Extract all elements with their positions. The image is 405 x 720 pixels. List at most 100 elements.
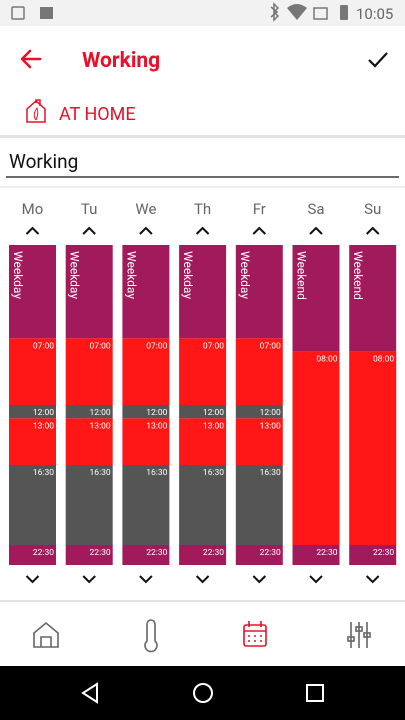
time-label: 16:30 [146, 468, 167, 478]
status-icons [11, 2, 348, 22]
system-back[interactable] [81, 682, 98, 704]
time-label: 13:00 [203, 421, 224, 431]
schedule-segment[interactable] [349, 351, 397, 545]
schedule-segment[interactable] [235, 338, 283, 405]
time-label: 16:30 [260, 468, 281, 478]
schedule-segment[interactable] [122, 405, 170, 419]
schedule-segment[interactable] [65, 545, 113, 565]
schedule-segment[interactable] [65, 465, 113, 545]
page-title: Working [82, 49, 160, 73]
scroll-down[interactable] [252, 575, 267, 584]
time-label: 13:00 [260, 421, 281, 431]
schedule-segment[interactable] [292, 545, 340, 565]
schedule-grid: Mo 07:00 12:00 13:00 16:30 22:30 Weekday Tu 07:0… [9, 200, 397, 584]
back-button[interactable] [20, 49, 42, 69]
scroll-down[interactable] [82, 575, 96, 584]
scroll-up[interactable] [365, 226, 380, 235]
day-label: Tu [81, 200, 98, 218]
time-label: 16:30 [90, 468, 111, 478]
day-label: Sa [307, 200, 324, 218]
schedule-segment[interactable] [349, 245, 397, 352]
day-type-label: Weekday [181, 251, 195, 299]
nav-schedule[interactable] [243, 621, 267, 647]
schedule-segment[interactable] [122, 545, 170, 565]
time-label: 12:00 [33, 408, 54, 418]
schedule-segment[interactable] [292, 351, 340, 545]
mode-selector[interactable]: AT HOME [26, 99, 136, 125]
status-bar [0, 0, 405, 26]
schedule-segment[interactable] [9, 405, 56, 419]
time-label: 12:00 [146, 408, 167, 418]
day-type-label: Weekday [11, 251, 25, 299]
confirm-button[interactable] [368, 52, 388, 68]
system-recents[interactable] [306, 684, 324, 702]
schedule-segment[interactable] [122, 245, 170, 339]
schedule-segment[interactable] [65, 418, 113, 465]
schedule-segment[interactable] [65, 405, 113, 419]
time-label: 13:00 [33, 421, 54, 431]
day-type-label: Weekday [68, 251, 82, 299]
day-type-label: Weekend [295, 251, 309, 300]
time-label: 08:00 [373, 355, 394, 365]
scroll-down[interactable] [195, 575, 210, 584]
schedule-segment[interactable] [9, 545, 56, 565]
scroll-up[interactable] [195, 226, 210, 235]
scroll-down[interactable] [25, 575, 40, 584]
schedule-segment[interactable] [235, 245, 283, 339]
schedule-segment[interactable] [9, 338, 56, 405]
schedule-segment[interactable] [292, 245, 340, 352]
schedule-segment[interactable] [179, 245, 227, 339]
day-type-label: Weekday [124, 251, 138, 299]
schedule-segment[interactable] [122, 465, 170, 545]
scroll-up[interactable] [252, 226, 267, 235]
time-label: 16:30 [33, 468, 54, 478]
mode-label: AT HOME [59, 104, 136, 125]
scroll-up[interactable] [82, 226, 96, 235]
schedule-segment[interactable] [179, 465, 227, 545]
nav-home[interactable] [33, 621, 59, 648]
schedule-segment[interactable] [65, 338, 113, 405]
schedule-segment[interactable] [235, 418, 283, 465]
schedule-segment[interactable] [179, 338, 227, 405]
schedule-segment[interactable] [122, 418, 170, 465]
schedule-segment[interactable] [179, 405, 227, 419]
nav-temperature[interactable] [144, 619, 158, 653]
time-label: 13:00 [146, 421, 167, 431]
day-label: We [135, 200, 156, 218]
time-label: 22:30 [373, 548, 394, 558]
schedule-name-input[interactable]: Working [9, 150, 78, 173]
time-label: 22:30 [33, 548, 54, 558]
day-type-label: Weekend [351, 251, 365, 300]
time-label: 22:30 [90, 548, 111, 558]
schedule-segment[interactable] [9, 465, 56, 545]
schedule-segment[interactable] [179, 418, 227, 465]
schedule-segment[interactable] [235, 545, 283, 565]
scroll-down[interactable] [139, 575, 153, 584]
time-label: 22:30 [260, 548, 281, 558]
scroll-down[interactable] [365, 575, 380, 584]
time-label: 07:00 [146, 341, 167, 351]
scroll-down[interactable] [309, 575, 323, 584]
day-label: Th [194, 200, 211, 218]
nav-settings[interactable] [347, 622, 371, 648]
schedule-segment[interactable] [9, 418, 56, 465]
time-label: 07:00 [260, 341, 281, 351]
schedule-segment[interactable] [65, 245, 113, 339]
schedule-segment[interactable] [9, 245, 56, 339]
schedule-segment[interactable] [235, 465, 283, 545]
schedule-segment[interactable] [349, 545, 397, 565]
day-label: Fr [253, 200, 266, 218]
system-home[interactable] [193, 683, 213, 703]
schedule-segment[interactable] [122, 338, 170, 405]
scroll-up[interactable] [309, 226, 323, 235]
schedule-segment[interactable] [179, 545, 227, 565]
schedule-segment[interactable] [235, 405, 283, 419]
time-label: 22:30 [203, 548, 224, 558]
time-label: 22:30 [316, 548, 337, 558]
scroll-up[interactable] [25, 226, 40, 235]
time-label: 08:00 [316, 355, 337, 365]
bottom-nav [33, 619, 371, 653]
scroll-up[interactable] [139, 226, 153, 235]
